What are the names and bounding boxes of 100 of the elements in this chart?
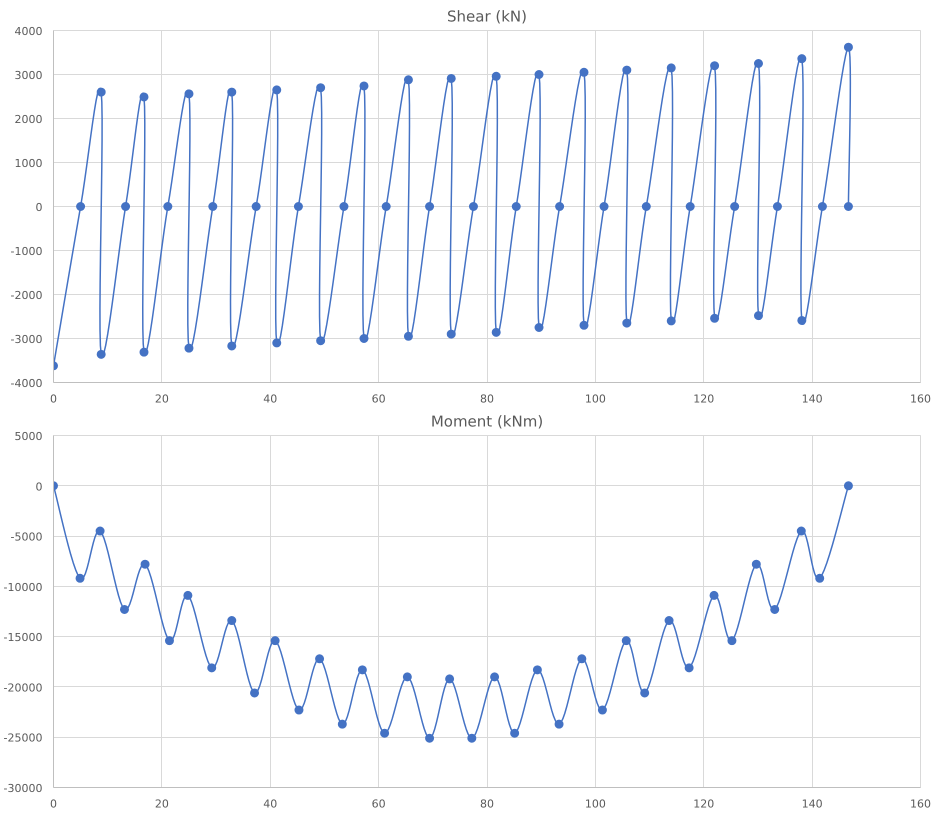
point: [710, 314, 720, 323]
point: [404, 75, 413, 84]
point: [359, 334, 368, 343]
x-tick-label: 100: [584, 392, 606, 406]
point: [797, 54, 806, 64]
point: [844, 202, 853, 211]
point: [754, 311, 763, 320]
point: [139, 92, 148, 102]
point: [622, 636, 631, 646]
x-tick-label: 60: [372, 798, 386, 810]
point: [534, 323, 544, 332]
point: [140, 560, 150, 569]
point: [402, 672, 412, 682]
point: [404, 332, 413, 341]
chart-title: Moment (kNm): [430, 412, 544, 430]
point: [96, 88, 106, 97]
x-tick-label: 160: [910, 392, 931, 406]
point: [666, 63, 676, 72]
x-tick-label: 120: [693, 392, 714, 406]
x-tick-label: 100: [584, 798, 606, 810]
point: [468, 202, 478, 211]
point: [425, 734, 434, 743]
point: [666, 316, 676, 326]
x-tick-label: 140: [802, 392, 823, 406]
point: [492, 328, 501, 337]
point: [120, 604, 129, 614]
y-tick-label: -1000: [10, 245, 43, 258]
y-tick-label: 5000: [14, 430, 43, 443]
y-tick-label: -10000: [4, 580, 43, 594]
point: [339, 202, 348, 211]
point: [425, 202, 434, 211]
point: [554, 720, 564, 729]
x-tick-label: 20: [154, 392, 169, 406]
y-tick-label: -30000: [4, 782, 43, 795]
point: [510, 728, 520, 738]
point: [622, 66, 632, 75]
point: [270, 636, 280, 646]
point: [710, 590, 719, 600]
point: [796, 526, 806, 536]
point: [382, 202, 391, 211]
point: [445, 674, 454, 684]
point: [184, 344, 194, 353]
x-tick-label: 80: [480, 392, 494, 406]
point: [684, 663, 694, 672]
point: [252, 202, 261, 211]
x-tick-label: 140: [802, 798, 823, 810]
point: [754, 59, 763, 68]
point: [555, 202, 564, 211]
y-tick-label: -4000: [10, 377, 43, 390]
point: [315, 654, 324, 664]
point: [710, 61, 720, 70]
point: [338, 720, 347, 729]
point: [512, 202, 521, 211]
point: [844, 481, 853, 490]
point: [577, 654, 586, 664]
point: [534, 70, 544, 79]
point: [490, 672, 500, 682]
point: [730, 202, 740, 211]
point: [227, 88, 236, 97]
point: [294, 706, 304, 715]
y-tick-label: 0: [36, 201, 42, 214]
point: [532, 665, 542, 674]
point: [294, 202, 303, 211]
point: [446, 74, 456, 83]
point: [640, 688, 650, 698]
point: [818, 202, 827, 211]
point: [772, 202, 782, 211]
point: [316, 83, 326, 92]
x-tick-label: 0: [50, 798, 57, 810]
x-tick-label: 120: [693, 798, 714, 810]
point: [316, 336, 326, 346]
y-tick-label: -2000: [10, 289, 43, 302]
point: [579, 68, 588, 77]
point: [642, 202, 651, 211]
point: [183, 590, 192, 600]
point: [184, 89, 194, 98]
y-tick-label: -25000: [4, 732, 43, 745]
x-tick-label: 40: [263, 798, 278, 810]
y-tick-label: -20000: [4, 681, 43, 694]
point: [727, 636, 736, 646]
point: [622, 318, 632, 328]
point: [579, 320, 588, 330]
point: [96, 526, 105, 536]
point: [76, 574, 85, 583]
point: [272, 338, 282, 348]
point: [844, 42, 853, 52]
point: [227, 341, 236, 350]
x-tick-label: 40: [263, 392, 278, 406]
y-tick-label: 3000: [14, 69, 43, 82]
x-tick-label: 80: [480, 798, 494, 810]
point: [164, 636, 174, 646]
y-tick-label: 4000: [14, 25, 43, 38]
y-tick-label: 0: [36, 480, 42, 494]
point: [815, 574, 824, 583]
point: [76, 202, 86, 211]
y-tick-label: 2000: [14, 113, 43, 126]
point: [208, 202, 218, 211]
x-tick-label: 20: [154, 798, 169, 810]
point: [227, 616, 236, 626]
y-tick-label: 1000: [14, 157, 43, 170]
